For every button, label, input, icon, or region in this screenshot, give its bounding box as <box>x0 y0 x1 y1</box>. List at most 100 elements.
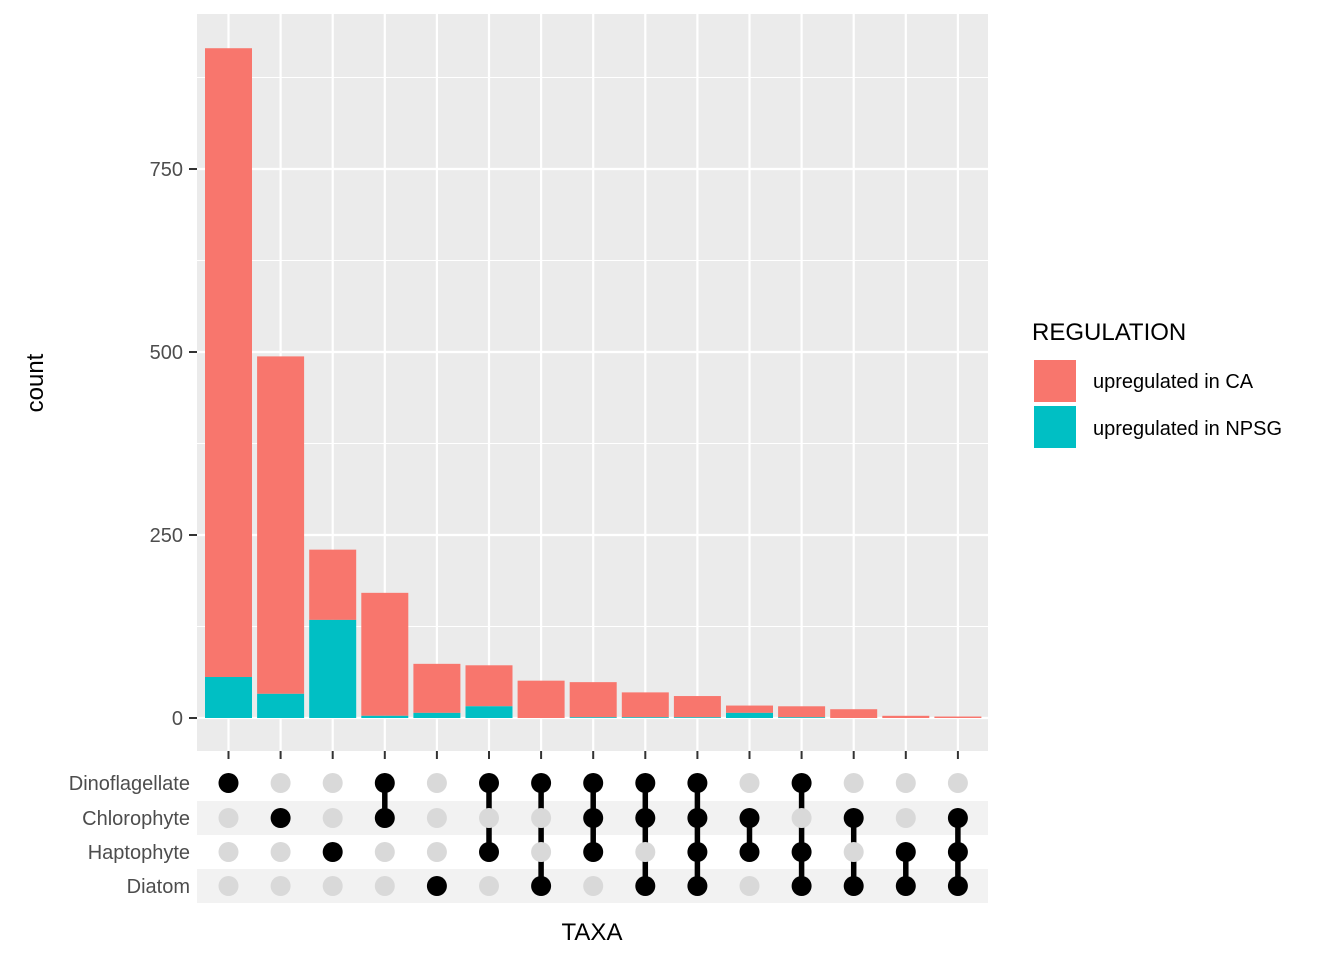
matrix-dot-inactive <box>479 876 499 896</box>
matrix-dot-inactive <box>218 808 239 828</box>
bar-ca-9 <box>621 692 669 718</box>
bar-ca-12 <box>778 706 826 718</box>
bar-ca-13 <box>830 709 878 718</box>
x-axis-ticks <box>227 751 959 759</box>
matrix-dot-active <box>687 876 708 896</box>
matrix-dot-active <box>687 842 708 862</box>
bar-ca-14 <box>882 715 930 718</box>
matrix-dot-active <box>374 808 395 828</box>
legend: REGULATION upregulated in CA upregulated… <box>1032 319 1282 450</box>
matrix-dot-active <box>531 876 552 896</box>
matrix-dot-inactive <box>270 842 291 862</box>
bar-ca-15 <box>934 716 982 718</box>
matrix-dot-active <box>583 842 604 862</box>
bar-ca-7 <box>517 680 565 718</box>
x-axis-title: TAXA <box>562 919 623 946</box>
matrix-dot-inactive <box>218 842 239 862</box>
bar-npsg-3 <box>309 619 357 718</box>
bar-npsg-11 <box>726 712 773 718</box>
matrix-dot-active <box>635 876 656 896</box>
bar-ca-6 <box>465 665 513 707</box>
matrix-dot-inactive <box>322 773 343 793</box>
matrix-dot-inactive <box>322 808 343 828</box>
matrix-dot-inactive <box>635 842 656 862</box>
matrix-dot-inactive <box>947 773 968 793</box>
matrix-dot-inactive <box>843 773 864 793</box>
matrix-dot-active <box>374 773 395 793</box>
matrix-dot-active <box>635 773 656 793</box>
matrix-dot-active <box>687 773 708 793</box>
matrix-dot-active <box>218 773 239 793</box>
bar-npsg-4 <box>361 715 409 718</box>
matrix-dot-active <box>322 842 343 862</box>
matrix-dot-active <box>270 808 291 828</box>
matrix-dot-active <box>947 842 968 862</box>
y-tick-label: 250 <box>150 525 183 547</box>
matrix-dot-active <box>426 876 447 896</box>
matrix-dot-inactive <box>426 842 447 862</box>
matrix-dot-active <box>479 842 499 862</box>
matrix-dot-inactive <box>895 773 916 793</box>
matrix-dot-inactive <box>374 876 395 896</box>
y-tick-label: 750 <box>150 159 183 181</box>
matrix-dot-active <box>479 773 499 793</box>
legend-label-ca: upregulated in CA <box>1093 371 1254 393</box>
matrix-dot-inactive <box>531 842 552 862</box>
legend-label-npsg: upregulated in NPSG <box>1093 418 1282 440</box>
matrix-dot-active <box>583 773 604 793</box>
legend-title: REGULATION <box>1032 319 1186 346</box>
bar-ca-4 <box>361 592 409 716</box>
matrix-dot-active <box>791 876 812 896</box>
matrix-dot-active <box>843 808 864 828</box>
bar-npsg-6 <box>465 706 513 718</box>
legend-swatch-npsg <box>1032 404 1078 450</box>
matrix-dot-inactive <box>739 876 760 896</box>
bar-npsg-2 <box>257 693 305 718</box>
bar-ca-1 <box>205 48 252 678</box>
bar-ca-11 <box>726 705 773 713</box>
y-tick-label: 0 <box>172 708 183 730</box>
matrix-dot-inactive <box>739 773 760 793</box>
y-axis-title: count <box>22 353 49 412</box>
matrix-dot-inactive <box>374 842 395 862</box>
bar-ca-8 <box>569 682 617 718</box>
bar-ca-5 <box>413 663 461 713</box>
matrix-dot-inactive <box>322 876 343 896</box>
bar-ca-2 <box>257 356 305 694</box>
matrix-dot-inactive <box>218 876 239 896</box>
matrix-dot-inactive <box>270 773 291 793</box>
matrix-dot-inactive <box>270 876 291 896</box>
intersection-matrix <box>218 773 968 896</box>
matrix-dot-active <box>687 808 708 828</box>
set-label: Diatom <box>127 876 190 898</box>
matrix-dot-active <box>947 876 968 896</box>
bar-npsg-5 <box>413 712 461 718</box>
bar-npsg-9 <box>621 717 669 718</box>
legend-swatch-ca <box>1032 358 1078 404</box>
matrix-dot-active <box>895 842 916 862</box>
y-tick-label: 500 <box>150 342 183 364</box>
matrix-dot-active <box>583 808 604 828</box>
bar-npsg-1 <box>205 677 252 718</box>
matrix-dot-active <box>791 842 812 862</box>
matrix-dot-inactive <box>426 773 447 793</box>
matrix-dot-active <box>947 808 968 828</box>
matrix-dot-inactive <box>583 876 604 896</box>
bar-ca-3 <box>309 549 357 620</box>
matrix-dot-inactive <box>531 808 552 828</box>
set-label: Haptophyte <box>88 842 190 864</box>
bars <box>205 48 982 718</box>
matrix-dot-inactive <box>791 808 812 828</box>
set-labels: Dinoflagellate Chlorophyte Haptophyte Diato… <box>69 773 190 898</box>
matrix-dot-active <box>739 808 760 828</box>
set-label: Dinoflagellate <box>69 773 190 795</box>
matrix-dot-inactive <box>426 808 447 828</box>
matrix-dot-active <box>843 876 864 896</box>
matrix-dot-inactive <box>479 808 499 828</box>
matrix-dot-active <box>895 876 916 896</box>
bar-npsg-8 <box>569 717 617 718</box>
bar-ca-10 <box>673 696 721 718</box>
matrix-dot-active <box>635 808 656 828</box>
set-label: Chlorophyte <box>82 808 190 830</box>
